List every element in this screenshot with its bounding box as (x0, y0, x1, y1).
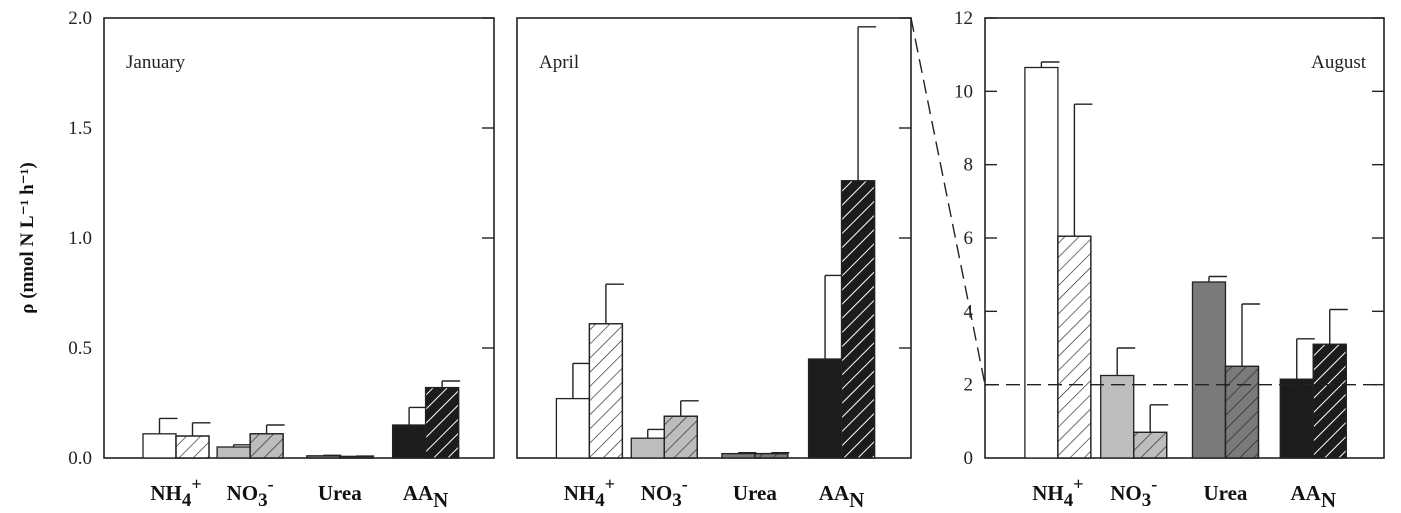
panel-label-january: January (126, 52, 186, 73)
zoom-connector-line (910, 17, 986, 385)
x-tick-label-urea: Urea (318, 481, 362, 505)
x-tick-label-aan: AAN (819, 481, 865, 512)
y-tick-label: 2 (964, 375, 974, 396)
panel-april: April (516, 17, 912, 459)
x-tick-label-nh4: NH4+ (1032, 474, 1083, 511)
y-tick-label: 0 (964, 448, 974, 469)
bar-hatch-april-0 (588, 323, 624, 459)
bar-hatch-january-0 (175, 435, 210, 459)
y-tick-label: 6 (964, 228, 974, 249)
bar-hatch-august-0 (1057, 235, 1092, 459)
y-tick-label: 2.0 (68, 8, 92, 29)
bar-january-2-solid (306, 455, 341, 459)
y-tick-label: 0.5 (68, 338, 92, 359)
x-tick-label-nh4: NH4+ (150, 474, 201, 511)
y-tick-label: 8 (964, 155, 974, 176)
bar-august-3-solid (1279, 378, 1314, 459)
bar-april-1-solid (630, 437, 665, 459)
bar-hatch-august-2 (1224, 365, 1260, 459)
bar-august-0-solid (1024, 66, 1059, 459)
bar-hatch-april-2 (754, 452, 789, 459)
bar-april-2-solid (721, 452, 756, 459)
x-tick-label-no3: NO3- (227, 474, 274, 511)
bar-april-0-solid (555, 397, 591, 459)
x-tick-label-no3: NO3- (1110, 474, 1157, 511)
bar-january-0-solid (142, 433, 177, 459)
y-axis-label: ρ (nmol N L⁻¹ h⁻¹) (17, 162, 38, 313)
bar-august-1-solid (1100, 374, 1135, 459)
x-tick-label-no3: NO3- (641, 474, 688, 511)
x-tick-label-aan: AAN (1291, 481, 1337, 512)
x-tick-label-urea: Urea (1204, 481, 1248, 505)
bar-hatch-august-1 (1133, 431, 1168, 459)
panel-august: 0 2 4 6 8 10 12 August (954, 8, 1385, 469)
x-tick-label-urea: Urea (733, 481, 777, 505)
panel-january: 0.0 0.5 1.0 1.5 2.0 January (68, 8, 495, 469)
y-tick-label: 10 (954, 81, 973, 102)
y-tick-label: 4 (964, 301, 974, 322)
bar-hatch-april-1 (663, 415, 698, 459)
y-tick-label: 1.0 (68, 228, 92, 249)
bar-hatch-january-1 (249, 433, 284, 459)
y-tick-label: 1.5 (68, 118, 92, 139)
x-tick-label-nh4: NH4+ (564, 474, 615, 511)
bar-hatch-august-3 (1312, 343, 1347, 459)
panel-label-april: April (539, 52, 579, 73)
y-tick-label: 0.0 (68, 448, 92, 469)
panel-label-august: August (1311, 52, 1367, 73)
bar-january-1-solid (216, 446, 251, 459)
bar-august-2-solid (1191, 281, 1227, 459)
y-tick-label: 12 (954, 8, 973, 29)
bar-hatch-april-3 (840, 180, 876, 459)
x-tick-label-aan: AAN (403, 481, 449, 512)
bar-april-3-solid (807, 358, 843, 459)
bar-january-3-solid (391, 424, 427, 459)
bar-hatch-january-3 (424, 386, 460, 459)
